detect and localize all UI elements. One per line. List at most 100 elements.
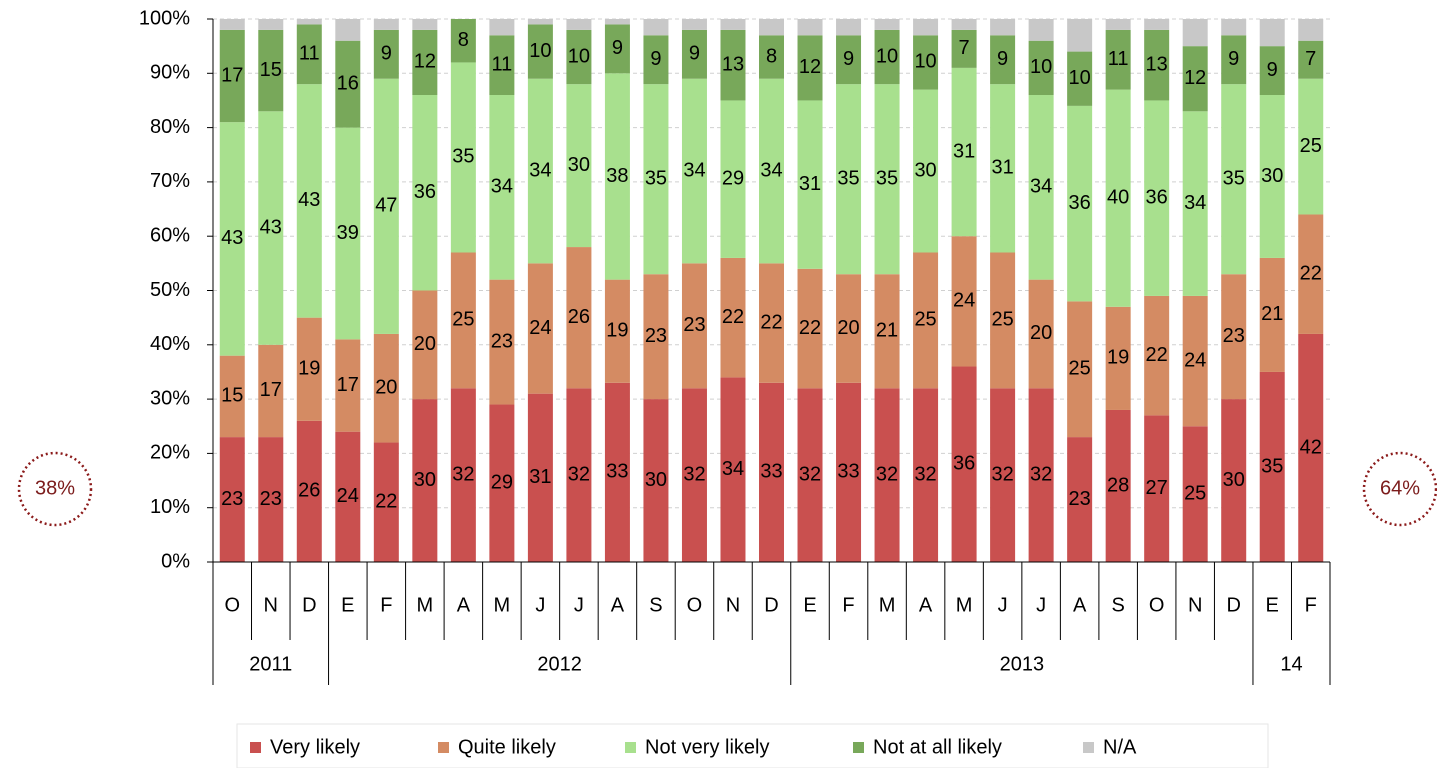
bar-segment [296, 420, 322, 562]
annotation: 64% [1380, 477, 1420, 499]
value-label: 17 [221, 64, 243, 86]
bar-segment [296, 24, 322, 85]
x-tick-label: A [1073, 594, 1087, 616]
value-label: 25 [1184, 482, 1206, 504]
value-label: 34 [1030, 176, 1052, 198]
value-label: 34 [1184, 192, 1206, 214]
bar-segment [1298, 214, 1324, 334]
bar-segment [489, 95, 515, 280]
bar-segment [1105, 19, 1131, 30]
value-label: 19 [1107, 347, 1129, 369]
bar-segment [1028, 279, 1054, 389]
bar-segment [951, 366, 977, 562]
value-label: 10 [568, 45, 590, 67]
value-label: 35 [452, 146, 474, 168]
legend-label: Quite likely [458, 736, 556, 758]
value-label: 30 [414, 469, 436, 491]
value-label: 39 [337, 222, 359, 244]
x-tick-label: N [264, 594, 278, 616]
value-label: 9 [1228, 48, 1239, 70]
bar-segment [489, 35, 515, 96]
x-tick-label: M [417, 594, 434, 616]
value-label: 40 [1107, 186, 1129, 208]
bar-segment [1182, 19, 1208, 47]
group-label: 2012 [537, 653, 582, 675]
bar-segment [450, 19, 476, 63]
value-label: 32 [683, 463, 705, 485]
bar-segment [720, 100, 746, 258]
bar-segment [450, 252, 476, 389]
bar-segment [604, 382, 630, 562]
value-label: 42 [1300, 436, 1322, 458]
bar-segment [913, 252, 939, 389]
value-label: 24 [529, 317, 551, 339]
bar-segment [219, 355, 245, 438]
value-label: 12 [414, 51, 436, 73]
bar-segment [1028, 95, 1054, 280]
bar-segment [759, 35, 784, 79]
bar-segment [990, 84, 1016, 253]
value-label: 32 [1030, 463, 1052, 485]
bar-segment [335, 40, 361, 128]
bar-segment [296, 317, 322, 421]
bar-segment [566, 388, 592, 562]
bar-segment [990, 35, 1016, 85]
x-tick-label: M [494, 594, 511, 616]
bar-segment [1182, 426, 1208, 562]
value-label: 27 [1146, 477, 1168, 499]
legend-swatch [250, 742, 261, 753]
value-label: 8 [458, 29, 469, 51]
value-label: 34 [683, 159, 705, 181]
bar-segment [258, 437, 284, 562]
bar-segment [681, 263, 707, 389]
bar-segment [1144, 29, 1170, 101]
bar-segment [219, 29, 245, 123]
value-label: 19 [606, 320, 628, 342]
bar-segment [1105, 89, 1131, 307]
bar-segment [1221, 35, 1247, 85]
bar-segment [258, 111, 284, 345]
value-label: 25 [991, 309, 1013, 331]
value-label: 28 [1107, 474, 1129, 496]
value-label: 32 [799, 463, 821, 485]
bar-segment [566, 19, 592, 30]
value-label: 17 [260, 379, 282, 401]
bar-segment [759, 78, 784, 264]
bar-segment [1298, 19, 1324, 41]
x-tick-label: M [879, 594, 896, 616]
bar-segment [720, 377, 746, 562]
value-label: 15 [260, 59, 282, 81]
bar-segment [951, 19, 977, 30]
value-label: 10 [876, 45, 898, 67]
value-label: 25 [1069, 358, 1091, 380]
x-tick-label: J [998, 594, 1008, 616]
value-label: 12 [1184, 67, 1206, 89]
value-label: 30 [1261, 165, 1283, 187]
y-tick-label: 90% [150, 62, 190, 84]
value-label: 20 [837, 317, 859, 339]
x-tick-label: J [535, 594, 545, 616]
value-label: 31 [991, 157, 1013, 179]
bar-segment [797, 19, 823, 36]
bar-segment [296, 84, 322, 318]
value-label: 30 [645, 469, 667, 491]
bar-segment [527, 393, 553, 562]
x-tick-label: S [1111, 594, 1124, 616]
x-tick-label: J [1036, 594, 1046, 616]
x-tick-label: E [803, 594, 816, 616]
value-label: 25 [452, 309, 474, 331]
value-label: 33 [760, 461, 782, 483]
value-label: 24 [337, 485, 359, 507]
value-label: 11 [491, 53, 512, 75]
bar-segment [681, 19, 707, 30]
value-label: 21 [1261, 303, 1283, 325]
value-label: 7 [1305, 48, 1316, 70]
bar-segment [412, 399, 438, 562]
value-label: 36 [953, 453, 975, 475]
bar-segment [1067, 51, 1093, 106]
value-label: 22 [722, 306, 744, 328]
bar-segment [450, 388, 476, 562]
value-label: 15 [221, 385, 243, 407]
annotation: 38% [35, 477, 75, 499]
